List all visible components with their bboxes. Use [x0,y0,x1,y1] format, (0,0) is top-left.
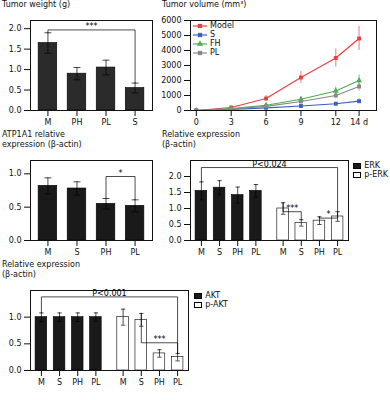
svg-text:PL: PL [173,378,183,387]
svg-text:S: S [299,248,304,257]
svg-text:*: * [119,169,123,178]
svg-text:5000: 5000 [161,31,181,40]
svg-text:P<0.001: P<0.001 [92,288,127,298]
svg-text:6000: 6000 [161,16,181,25]
svg-text:PH: PH [101,248,112,257]
svg-text:M: M [198,248,205,257]
svg-text:M: M [38,378,45,387]
svg-text:1.0: 1.0 [9,169,22,178]
svg-text:S: S [139,378,144,387]
svg-text:M: M [280,248,287,257]
svg-text:9: 9 [298,118,303,127]
svg-text:2000: 2000 [161,76,181,85]
svg-text:1.5: 1.5 [169,188,182,197]
svg-text:1000: 1000 [161,91,181,100]
svg-text:1.5: 1.5 [9,45,22,54]
svg-text:*: * [327,210,331,219]
svg-text:2.0: 2.0 [9,24,22,33]
svg-text:PH: PH [72,378,83,387]
svg-text:PL: PL [251,248,261,257]
svg-text:0.5: 0.5 [9,339,22,348]
html-text:FH: FH [210,39,221,48]
svg-text:S: S [217,248,222,257]
svg-text:PH: PH [314,248,325,257]
html-text:p-AKT: p-AKT [205,300,228,309]
html-text:Tumor volume (mm³): Tumor volume (mm³) [162,0,247,9]
svg-text:P<0.024: P<0.024 [252,159,287,169]
svg-text:0.5: 0.5 [9,86,22,95]
html-text:S: S [210,30,216,39]
svg-text:2.0: 2.0 [169,172,182,181]
svg-text:M: M [44,248,51,257]
svg-text:14 d: 14 d [350,118,368,127]
svg-text:12: 12 [331,118,341,127]
svg-text:0.5: 0.5 [169,220,182,229]
html-text:Relative expression (β-actin): Relative expression (β-actin) [2,260,80,279]
html-text:PL: PL [210,48,220,57]
svg-text:S: S [74,248,79,257]
svg-text:0: 0 [194,118,199,127]
svg-text:PL: PL [333,248,343,257]
svg-text:PL: PL [130,248,140,257]
svg-text:4000: 4000 [161,46,181,55]
svg-text:M: M [120,378,127,387]
svg-text:PH: PH [154,378,165,387]
svg-text:PL: PL [101,118,111,127]
svg-text:3: 3 [229,118,234,127]
svg-text:1.0: 1.0 [9,313,22,322]
svg-text:3000: 3000 [161,61,181,70]
svg-text:PL: PL [91,378,101,387]
svg-text:M: M [44,118,51,127]
svg-text:PH: PH [232,248,243,257]
html-text:ATP1A1 relative expression (β-: ATP1A1 relative expression (β-actin) [2,130,82,149]
svg-text:6: 6 [264,118,269,127]
svg-text:0.0: 0.0 [9,106,22,115]
svg-text:0: 0 [176,106,181,115]
html-text:AKT: AKT [205,291,221,300]
svg-text:1.0: 1.0 [169,204,182,213]
html-text:p-ERK: p-ERK [364,170,388,179]
html-text:Tumor weight (g): Tumor weight (g) [2,0,71,9]
svg-text:S: S [133,118,138,127]
svg-text:0.0: 0.0 [9,236,22,245]
svg-text:1.0: 1.0 [9,65,22,74]
svg-text:0.0: 0.0 [9,366,22,375]
svg-text:0.0: 0.0 [169,236,182,245]
svg-text:S: S [57,378,62,387]
html-text:Model: Model [210,21,234,30]
svg-text:PH: PH [72,118,83,127]
svg-text:***: *** [86,22,98,31]
html-text:ERK: ERK [364,161,380,170]
html-text:Relative expression (β-actin): Relative expression (β-actin) [162,130,240,149]
svg-text:***: *** [286,204,298,213]
svg-text:***: *** [153,335,165,344]
svg-text:0.5: 0.5 [9,203,22,212]
